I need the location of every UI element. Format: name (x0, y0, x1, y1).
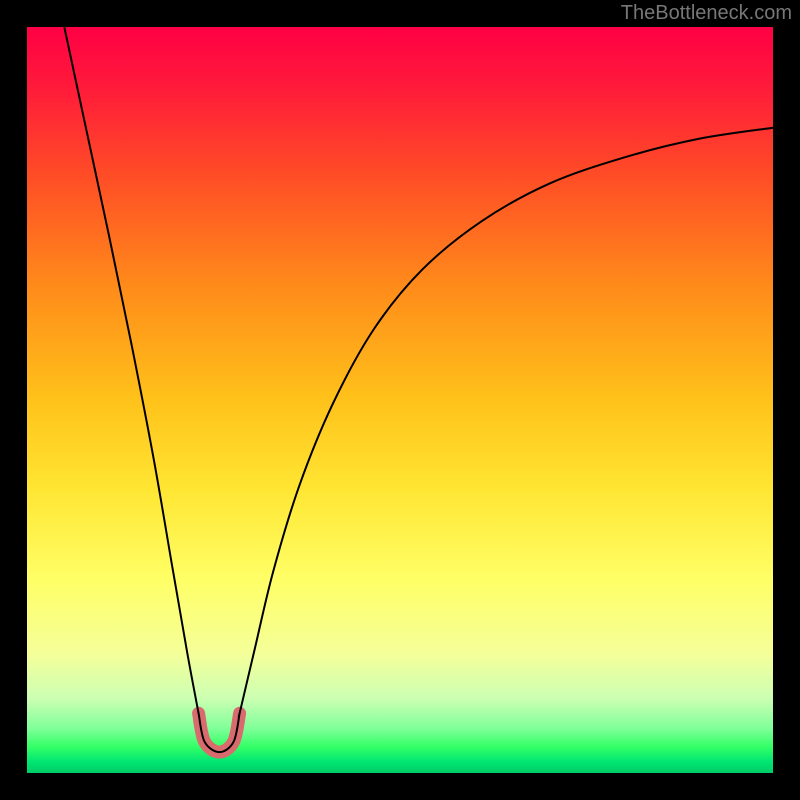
plot-area (27, 27, 773, 773)
chart-container: TheBottleneck.com (0, 0, 800, 800)
attribution-text: TheBottleneck.com (621, 2, 792, 25)
bottleneck-chart (0, 0, 800, 800)
